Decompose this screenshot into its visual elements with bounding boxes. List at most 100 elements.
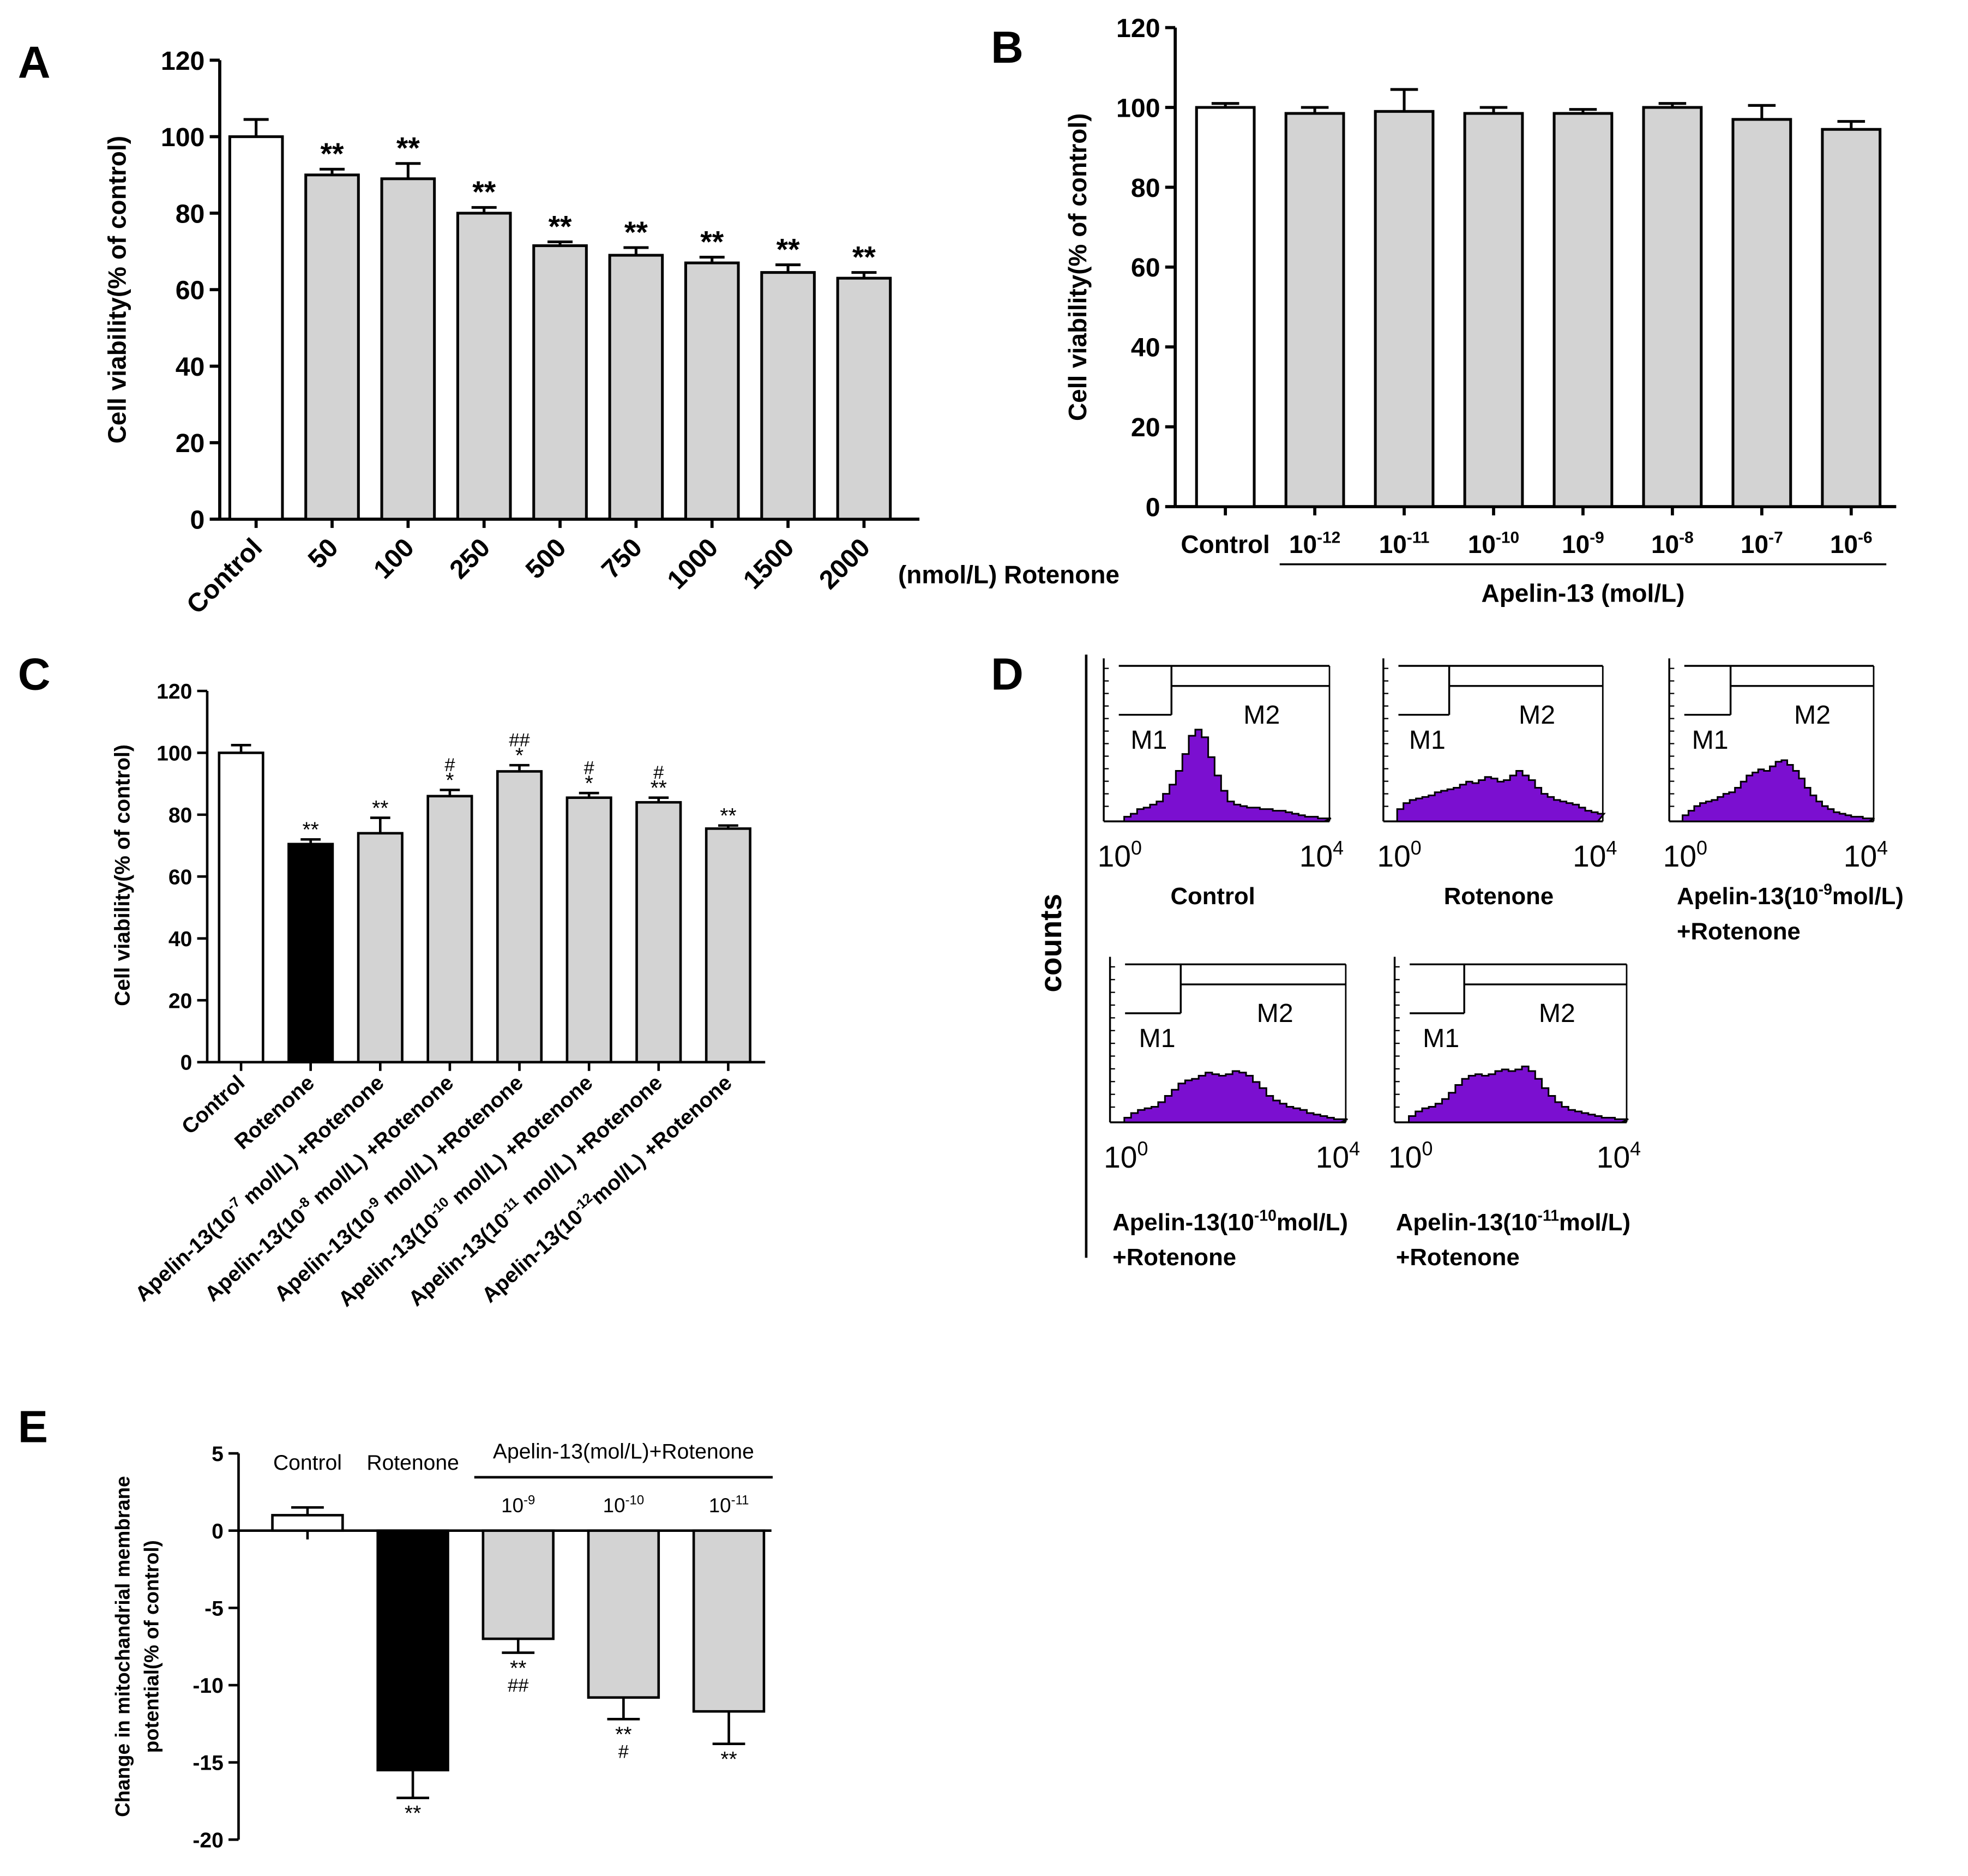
bar [836, 276, 892, 521]
histogram-title: Rotenone [1444, 883, 1554, 910]
x-tick-label: 10-7 [1741, 529, 1783, 558]
histogram-area [1676, 759, 1875, 822]
significance-marker: ** [372, 797, 388, 820]
y-tick-label: 40 [1131, 333, 1160, 363]
gate-label-m1: M1 [1409, 725, 1446, 755]
chart-b: 0 20 40 60 80 100 120 Control 10-12 10-11 10-10 10-… [1063, 14, 1897, 608]
significance-marker: ** [700, 225, 724, 258]
significance-marker: * [585, 772, 593, 796]
significance-marker: ** [720, 804, 736, 828]
panel-label-c: C [18, 649, 51, 700]
y-tick-label: 5 [212, 1442, 224, 1466]
y-tick-label: 100 [157, 742, 192, 766]
gate-label-m2: M2 [1243, 700, 1280, 730]
bar [426, 795, 473, 1063]
x-tick-label: 10-6 [1830, 529, 1873, 558]
significance-marker: ** [321, 137, 344, 171]
y-axis-label: potential(% of control) [140, 1540, 163, 1753]
bar [496, 770, 543, 1063]
y-tick-label: 100 [161, 123, 205, 152]
y-tick-label: -20 [192, 1829, 223, 1852]
y-tick-label: 40 [176, 352, 205, 382]
group-label: Apelin-13 (mol/L) [1482, 579, 1685, 608]
gate-label-m1: M1 [1139, 1024, 1176, 1053]
y-tick-label: 80 [168, 804, 192, 827]
panel-label-b: B [991, 22, 1024, 73]
y-tick-label: -15 [192, 1752, 223, 1775]
y-tick-label: 20 [1131, 413, 1160, 442]
significance-marker: ** [549, 209, 572, 243]
bar [228, 135, 284, 521]
x-axis-label: (nmol/L) Rotenone [898, 560, 1120, 588]
bar [692, 1529, 766, 1713]
bar [705, 827, 751, 1063]
chart-e: -20-15-10-505****##**# **Control Rotenone A… [111, 1440, 773, 1852]
x-max-label: 104 [1299, 837, 1344, 873]
significance-marker-hash: # [653, 762, 664, 783]
significance-marker: ** [472, 175, 496, 209]
bar [760, 271, 816, 521]
histogram-title: Apelin-13(10-11mol/L) [1396, 1207, 1630, 1235]
x-min-label: 100 [1377, 837, 1421, 873]
gate-label-m2: M2 [1257, 999, 1293, 1028]
y-tick-label: 80 [176, 199, 205, 229]
histogram-area [1402, 1065, 1629, 1123]
x-min-label: 100 [1098, 837, 1142, 873]
significance-marker: ** [777, 232, 800, 266]
y-tick-label: 100 [1116, 93, 1160, 123]
bar [218, 751, 264, 1063]
category-label: 10-11 [709, 1493, 749, 1517]
x-tick-label: 10-9 [1562, 529, 1604, 558]
x-min-label: 100 [1388, 1138, 1433, 1174]
y-tick-label: 20 [176, 429, 205, 458]
y-tick-label: 60 [168, 865, 192, 889]
y-tick-label: -10 [192, 1674, 223, 1698]
significance-marker-hash: ## [508, 1675, 529, 1696]
x-tick-label: 10-11 [1379, 529, 1430, 558]
y-axis-label: Cell viability(% of control) [111, 744, 134, 1006]
y-tick-label: 0 [180, 1051, 192, 1075]
bar [532, 244, 588, 521]
x-tick-label: 10-12 [1289, 529, 1340, 558]
significance-marker: ** [405, 1802, 421, 1825]
gate-label-m1: M1 [1423, 1024, 1459, 1053]
category-label: 10-10 [603, 1493, 644, 1517]
significance-marker: ** [615, 1723, 631, 1747]
gate-label-m2: M2 [1539, 999, 1575, 1028]
group-label: Apelin-13(mol/L)+Rotenone [493, 1440, 754, 1463]
significance-marker: * [446, 769, 454, 792]
significance-marker: ** [852, 240, 876, 274]
bar [357, 832, 404, 1063]
bar [565, 796, 612, 1063]
significance-marker-hash: ## [509, 730, 530, 751]
bar [1731, 118, 1792, 508]
x-max-label: 104 [1844, 837, 1888, 873]
chart-d: counts M1 M2 100 104 Control M1 M2 100 104 Rotenon… [1034, 654, 1904, 1271]
histogram-area [1391, 769, 1606, 822]
histogram-area [1111, 729, 1332, 822]
bar [376, 1529, 449, 1772]
x-max-label: 104 [1597, 1138, 1641, 1174]
y-tick-label: 0 [190, 505, 205, 534]
bar [1374, 110, 1435, 508]
bar [304, 173, 360, 521]
bar [271, 1514, 344, 1532]
category-label: 10-9 [501, 1493, 535, 1517]
x-tick-label: 10-8 [1651, 529, 1694, 558]
x-min-label: 100 [1104, 1138, 1148, 1174]
category-label: Rotenone [366, 1451, 459, 1475]
bar [380, 177, 436, 521]
significance-marker: ** [396, 131, 420, 165]
significance-marker-hash: # [584, 758, 595, 779]
bar [587, 1529, 660, 1699]
y-tick-label: 60 [1131, 253, 1160, 282]
histogram-title: Control [1171, 883, 1255, 910]
gate-label-m2: M2 [1519, 700, 1555, 730]
y-tick-label: 120 [161, 46, 205, 76]
bar [1284, 112, 1345, 508]
histogram-title: Apelin-13(10-9mol/L) [1677, 881, 1904, 909]
bar [482, 1529, 555, 1640]
panel-label-e: E [18, 1401, 48, 1452]
bar [608, 254, 664, 521]
x-tick-label: 10-10 [1468, 529, 1519, 558]
